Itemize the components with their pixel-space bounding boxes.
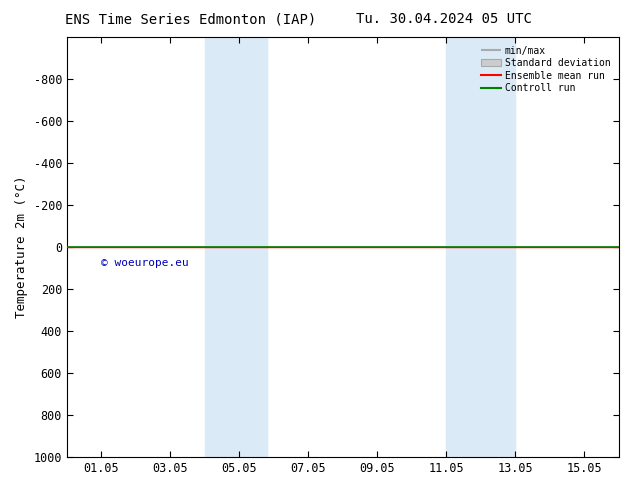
Bar <box>446 37 515 457</box>
Text: ENS Time Series Edmonton (IAP): ENS Time Series Edmonton (IAP) <box>65 12 316 26</box>
Text: © woeurope.eu: © woeurope.eu <box>101 258 189 268</box>
Text: Tu. 30.04.2024 05 UTC: Tu. 30.04.2024 05 UTC <box>356 12 532 26</box>
Legend: min/max, Standard deviation, Ensemble mean run, Controll run: min/max, Standard deviation, Ensemble me… <box>477 42 614 97</box>
Y-axis label: Temperature 2m (°C): Temperature 2m (°C) <box>15 176 28 318</box>
Bar <box>205 37 267 457</box>
